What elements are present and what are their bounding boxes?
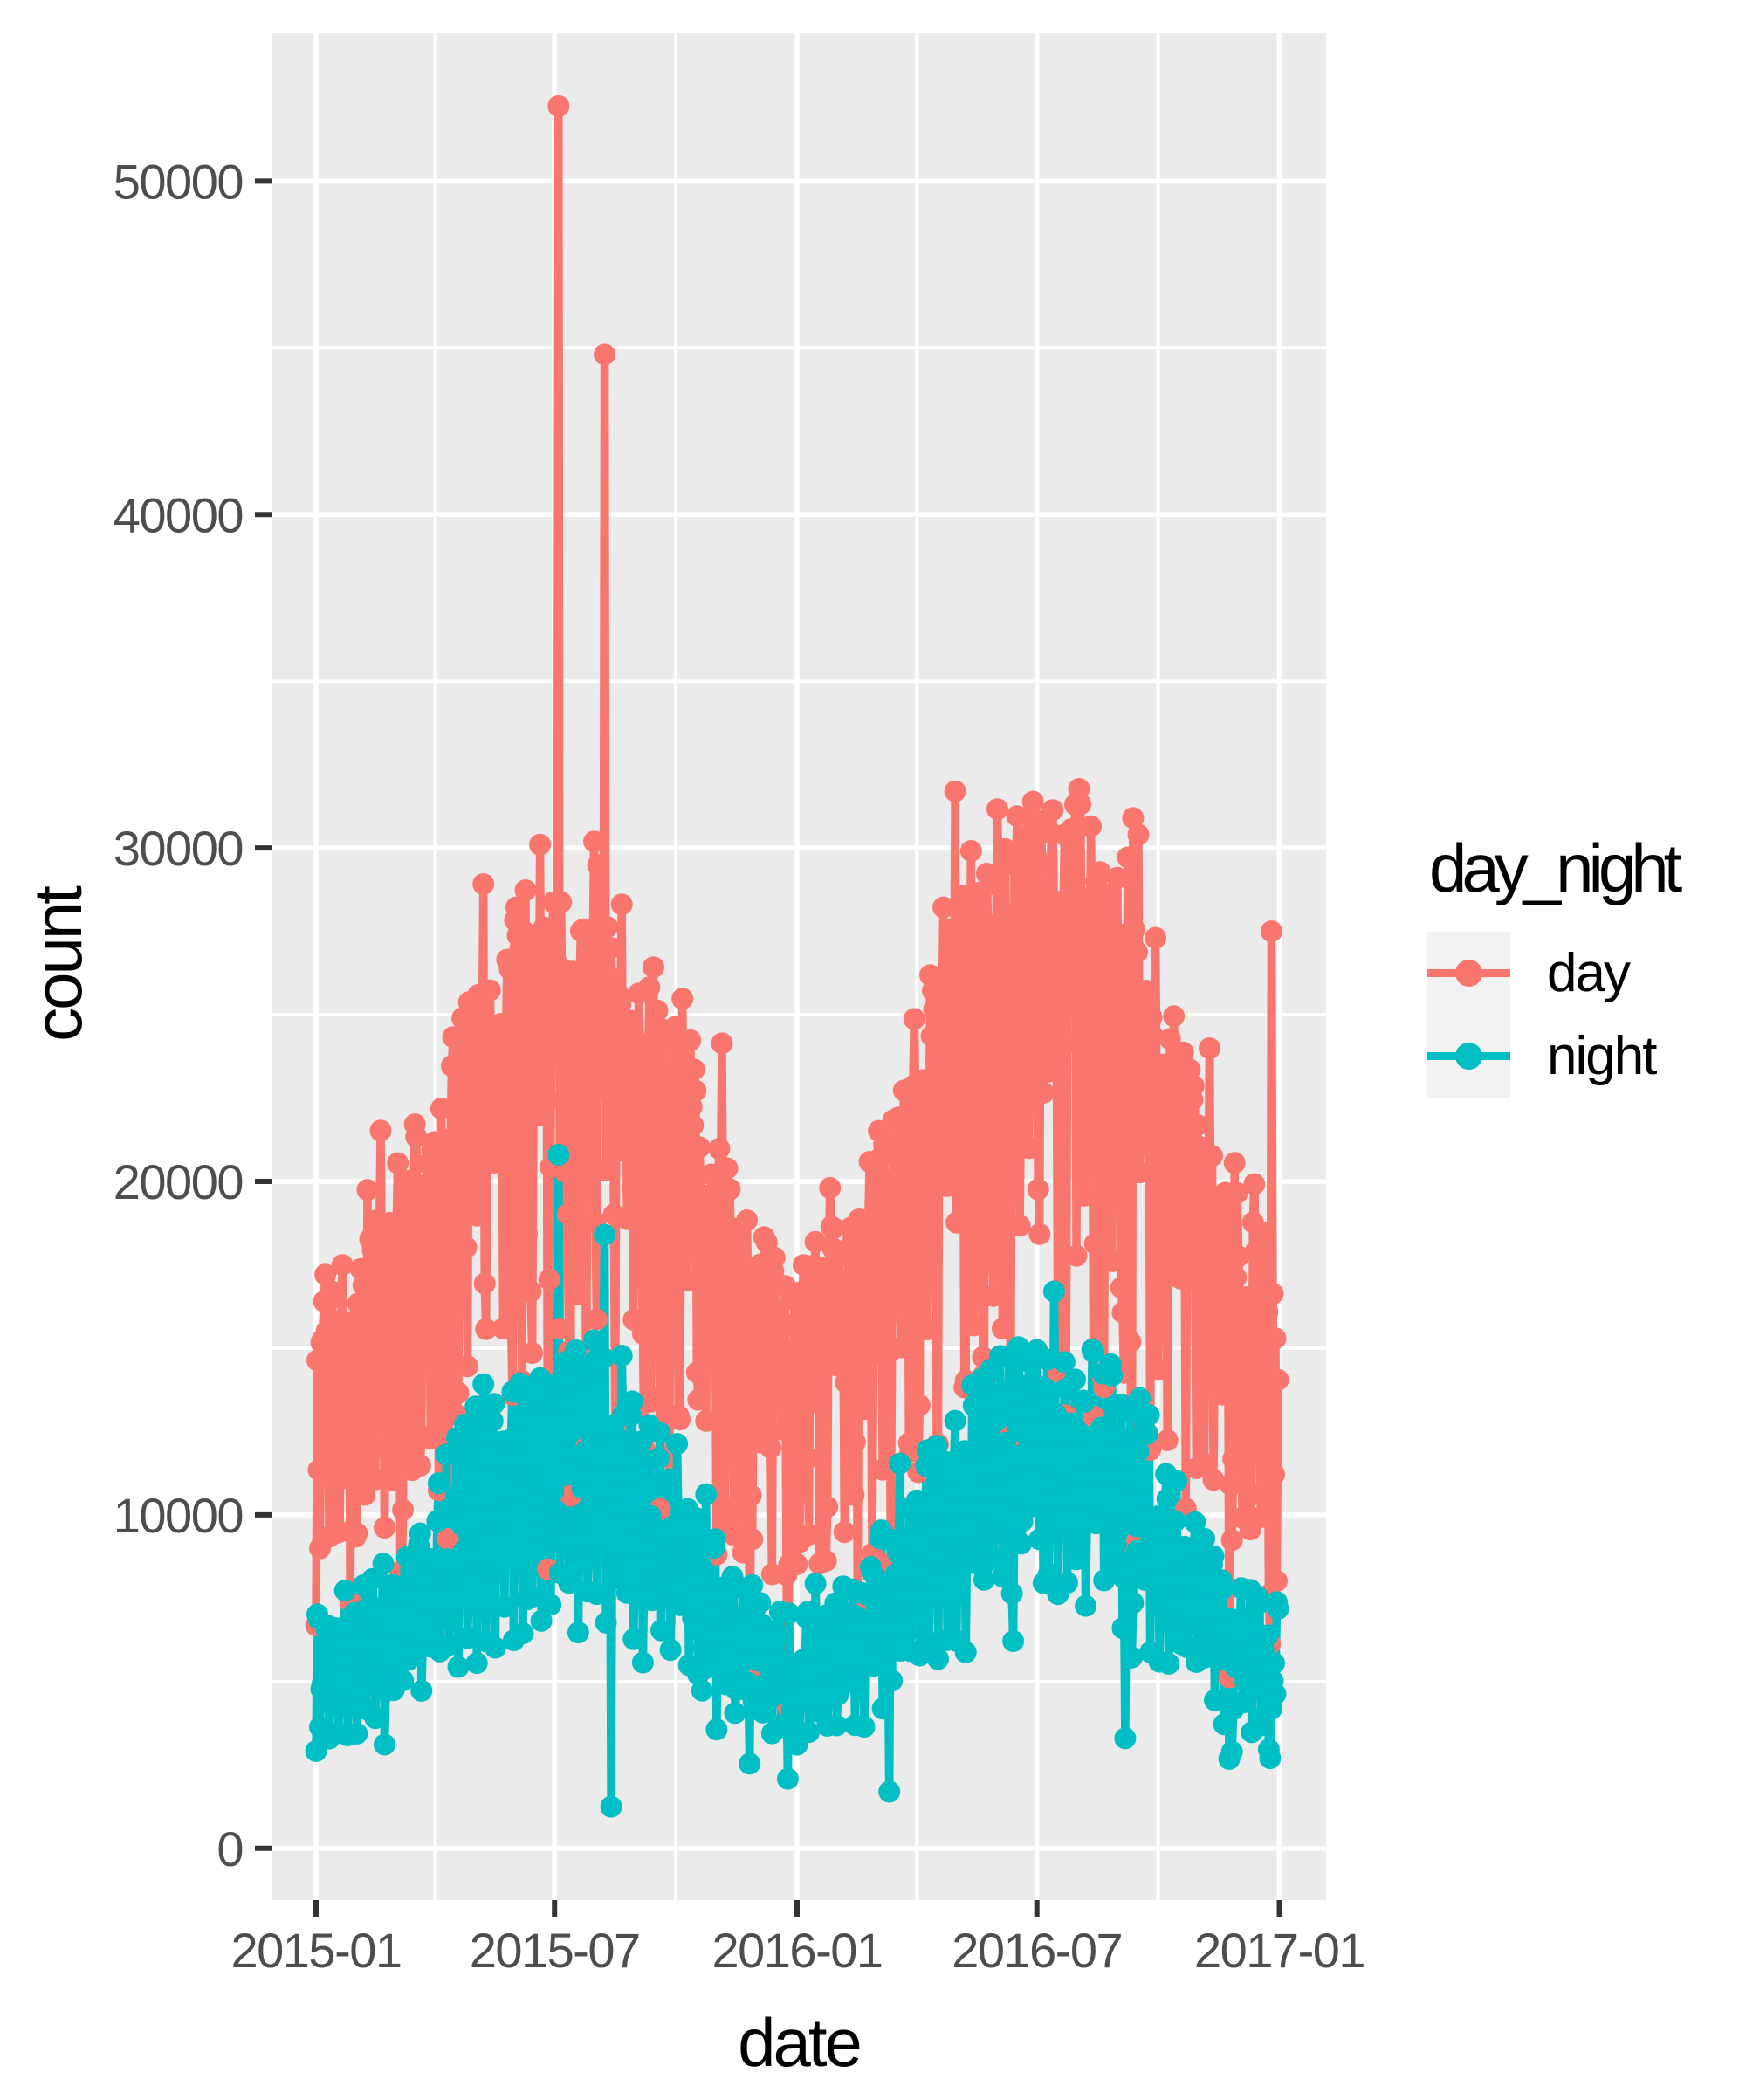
svg-text:50000: 50000: [113, 154, 243, 209]
svg-text:20000: 20000: [113, 1154, 243, 1209]
svg-text:date: date: [738, 2004, 860, 2081]
svg-text:2017-01: 2017-01: [1194, 1923, 1364, 1978]
svg-text:30000: 30000: [113, 821, 243, 876]
svg-text:10000: 10000: [113, 1488, 243, 1543]
svg-text:day: day: [1547, 943, 1631, 1003]
svg-text:0: 0: [217, 1821, 243, 1876]
svg-text:2016-01: 2016-01: [711, 1923, 882, 1978]
svg-text:40000: 40000: [113, 487, 243, 542]
svg-text:night: night: [1547, 1026, 1657, 1086]
svg-text:2015-07: 2015-07: [470, 1923, 640, 1978]
svg-text:2016-07: 2016-07: [952, 1923, 1122, 1978]
svg-text:day_night: day_night: [1429, 830, 1683, 906]
svg-text:count: count: [19, 885, 96, 1042]
svg-text:2015-01: 2015-01: [230, 1923, 401, 1978]
